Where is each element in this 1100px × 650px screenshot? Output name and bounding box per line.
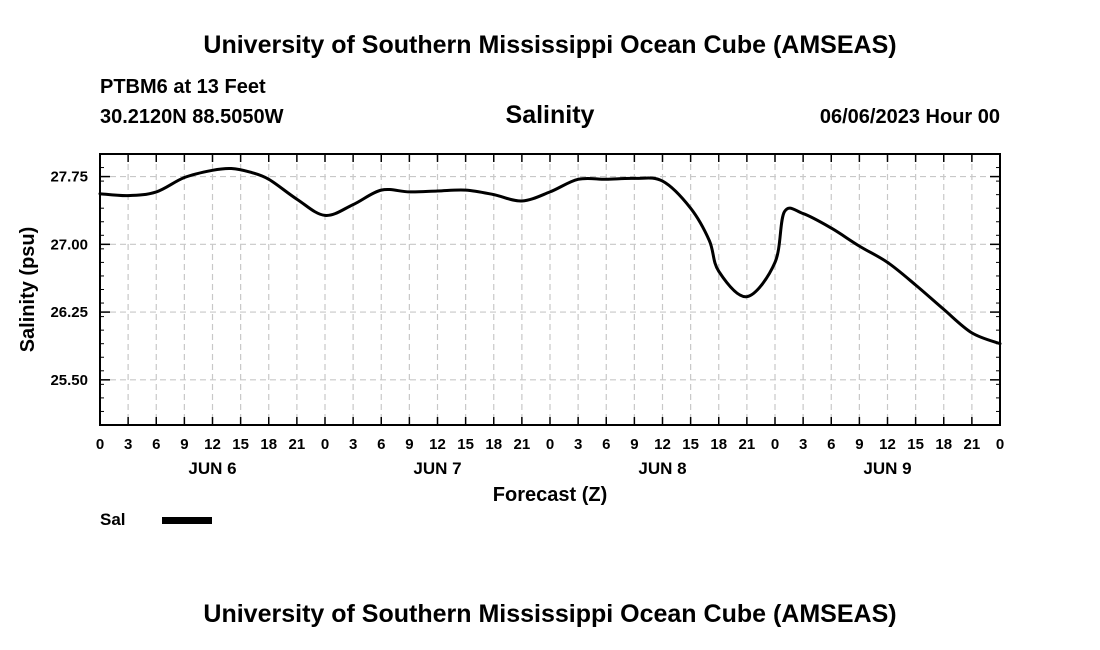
footer-title: University of Southern Mississippi Ocean… [203, 600, 897, 628]
x-tick-label-17: 3 [574, 436, 582, 453]
x-tick-label-32: 0 [996, 436, 1004, 453]
x-tick-label-8: 0 [321, 436, 329, 453]
x-tick-label-10: 6 [377, 436, 385, 453]
y-tick-label-1: 26.25 [50, 304, 88, 321]
day-label-1: JUN 7 [413, 459, 461, 478]
x-axis-label: Forecast (Z) [493, 484, 607, 506]
x-tick-label-3: 9 [180, 436, 188, 453]
x-tick-label-16: 0 [546, 436, 554, 453]
x-tick-label-20: 12 [654, 436, 671, 453]
x-tick-label-30: 18 [935, 436, 952, 453]
x-tick-label-14: 18 [485, 436, 502, 453]
y-tick-label-0: 25.50 [50, 372, 88, 389]
x-tick-label-7: 21 [289, 436, 306, 453]
x-tick-label-27: 9 [855, 436, 863, 453]
x-tick-label-28: 12 [879, 436, 896, 453]
x-tick-label-22: 18 [710, 436, 727, 453]
x-tick-label-4: 12 [204, 436, 221, 453]
y-tick-label-2: 27.00 [50, 236, 88, 253]
x-tick-label-31: 21 [964, 436, 981, 453]
legend-label: Sal [100, 510, 126, 529]
x-tick-label-18: 6 [602, 436, 610, 453]
variable-title: Salinity [505, 101, 595, 129]
chart-title: University of Southern Mississippi Ocean… [203, 31, 897, 59]
station-label: PTBM6 at 13 Feet [100, 76, 266, 98]
x-tick-label-25: 3 [799, 436, 807, 453]
x-tick-label-13: 15 [457, 436, 474, 453]
x-tick-label-12: 12 [429, 436, 446, 453]
y-tick-label-3: 27.75 [50, 169, 88, 186]
x-tick-label-29: 15 [907, 436, 924, 453]
x-tick-label-5: 15 [232, 436, 249, 453]
x-tick-label-15: 21 [514, 436, 531, 453]
x-tick-label-0: 0 [96, 436, 104, 453]
x-tick-label-23: 21 [739, 436, 756, 453]
x-tick-label-19: 9 [630, 436, 638, 453]
day-label-2: JUN 8 [638, 459, 686, 478]
x-tick-label-6: 18 [260, 436, 277, 453]
x-tick-label-9: 3 [349, 436, 357, 453]
y-axis-label: Salinity (psu) [17, 227, 39, 353]
coordinates-label: 30.2120N 88.5050W [100, 106, 284, 128]
day-label-3: JUN 9 [863, 459, 911, 478]
x-tick-label-2: 6 [152, 436, 160, 453]
x-tick-label-26: 6 [827, 436, 835, 453]
x-tick-label-24: 0 [771, 436, 779, 453]
x-tick-label-21: 15 [682, 436, 699, 453]
series-line-sal [98, 166, 1002, 346]
legend-line-swatch [162, 517, 212, 524]
day-label-0: JUN 6 [188, 459, 236, 478]
x-tick-label-11: 9 [405, 436, 413, 453]
x-tick-label-1: 3 [124, 436, 132, 453]
datetime-label: 06/06/2023 Hour 00 [819, 106, 1000, 128]
